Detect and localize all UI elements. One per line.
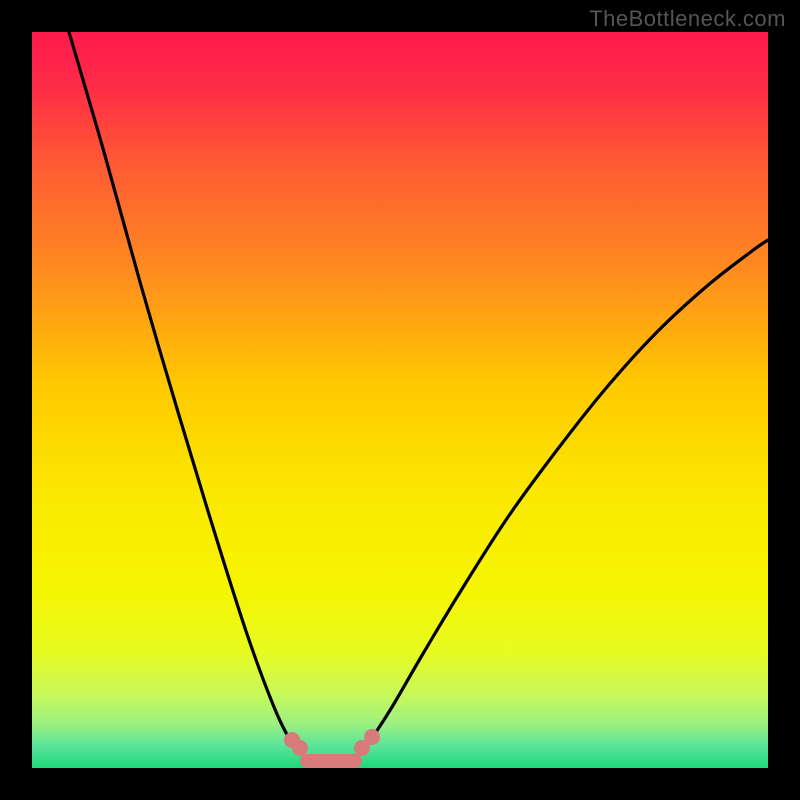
bottom-dot bbox=[292, 740, 308, 756]
bottom-dot bbox=[364, 729, 380, 745]
curve-left bbox=[69, 32, 300, 754]
chart-frame: TheBottleneck.com bbox=[0, 0, 800, 800]
bottleneck-curve bbox=[32, 32, 768, 768]
bottom-bar bbox=[300, 754, 362, 768]
watermark-text: TheBottleneck.com bbox=[589, 6, 786, 32]
curve-right bbox=[360, 240, 768, 754]
plot-area bbox=[32, 32, 768, 768]
